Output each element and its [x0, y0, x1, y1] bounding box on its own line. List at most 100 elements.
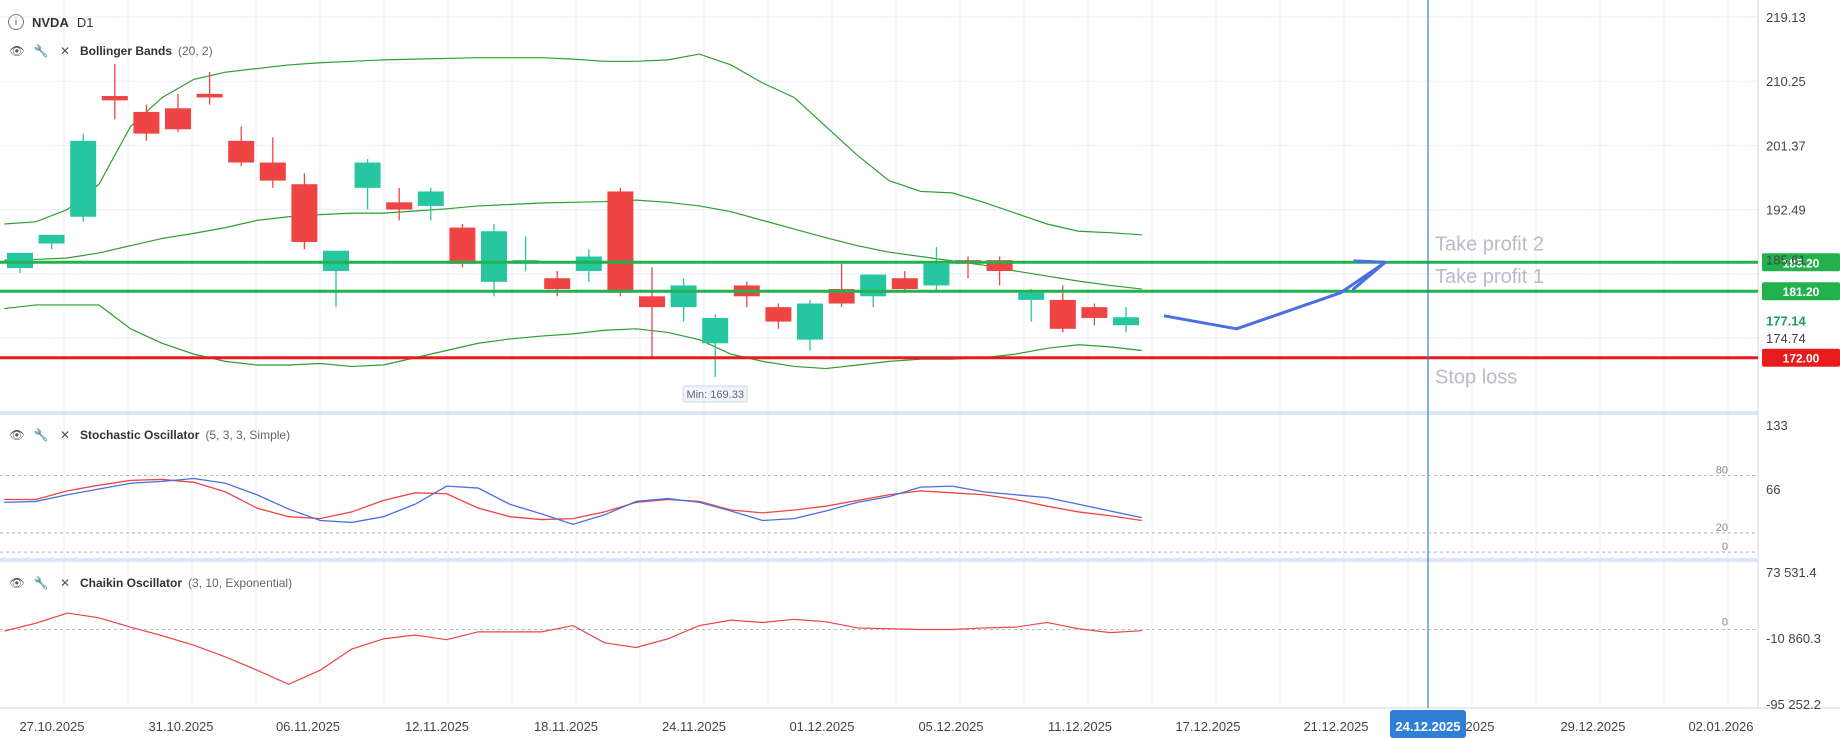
- candle-body: [986, 260, 1013, 271]
- candle-body: [891, 278, 918, 290]
- candle-body: [481, 231, 507, 282]
- take-profit-1-label: Take profit 1: [1435, 266, 1544, 288]
- time-axis-tick: 21.12.2025: [1303, 719, 1368, 734]
- time-axis-tick: 06.11.2025: [276, 719, 340, 734]
- bollinger-middle-line: [4, 199, 1142, 290]
- info-icon[interactable]: i: [8, 14, 24, 30]
- price-axis-tick: 192.49: [1766, 203, 1806, 218]
- time-axis-tick: 05.12.2025: [918, 719, 983, 734]
- close-icon[interactable]: ✕: [59, 44, 71, 58]
- timeframe-label[interactable]: D1: [76, 14, 94, 30]
- candle-body: [639, 296, 665, 308]
- time-cursor-label: 24.12.2025: [1395, 719, 1460, 734]
- price-axis-tick: 219.13: [1766, 10, 1806, 25]
- candle-body: [259, 162, 286, 181]
- stoch-k-line: [4, 477, 1142, 526]
- candle-body: [228, 140, 255, 163]
- candle-body: [670, 285, 697, 308]
- candle-body: [1113, 317, 1139, 326]
- candle-body: [354, 162, 381, 188]
- candle-body: [386, 202, 413, 210]
- stoch-axis-tick: 66: [1766, 482, 1780, 497]
- stoch-level-label: 20: [1716, 522, 1728, 534]
- indicator-name: Bollinger Bands: [80, 44, 173, 58]
- chaikin-axis-tick: -10 860.3: [1766, 631, 1821, 646]
- time-axis-tick: 12.11.2025: [405, 719, 469, 734]
- wrench-icon[interactable]: 🔧: [33, 576, 49, 590]
- close-icon[interactable]: ✕: [59, 576, 71, 590]
- time-axis-tick: 27.10.2025: [19, 719, 84, 734]
- candle-body: [544, 278, 571, 290]
- time-cursor-tag: [1390, 710, 1466, 738]
- indicator-name: Chaikin Oscillator: [80, 576, 183, 590]
- stoch-signal-line: [4, 478, 1142, 522]
- candle-body: [70, 140, 97, 217]
- take-profit-2-label: Take profit 2: [1435, 233, 1544, 255]
- chaikin-axis-tick: -95 252.2: [1766, 697, 1821, 712]
- level-price-tag: [1762, 253, 1840, 272]
- panel-separator: [0, 558, 1758, 562]
- time-axis-tick: 31.10.2025: [148, 719, 213, 734]
- price-axis-tick: 201.37: [1766, 138, 1806, 153]
- candle-body: [923, 263, 950, 286]
- close-icon[interactable]: ✕: [59, 428, 71, 442]
- candle-body: [702, 317, 729, 344]
- time-axis-tick: 17.12.2025: [1175, 719, 1240, 734]
- stochastic-legend: 👁 🔧 ✕ Stochastic Oscillator (5, 3, 3, Si…: [8, 426, 290, 444]
- stop-loss-label: Stop loss: [1435, 367, 1517, 389]
- stoch-level-label: 0: [1722, 541, 1728, 553]
- candle-body: [38, 234, 65, 244]
- time-axis-tick: 01.12.2025: [789, 719, 854, 734]
- candle-body: [196, 93, 223, 98]
- eye-icon[interactable]: 👁: [9, 428, 25, 442]
- candle-body: [1081, 307, 1108, 318]
- time-axis-tick: 24.11.2025: [662, 719, 726, 734]
- candle-body: [133, 111, 160, 134]
- candle-body: [449, 227, 476, 264]
- stoch-level-label: 80: [1716, 465, 1728, 477]
- level-price-tag: [1762, 282, 1840, 301]
- min-label-box: [682, 385, 748, 403]
- min-label: Min: 169.33: [686, 389, 743, 401]
- symbol-label: NVDA: [32, 14, 69, 30]
- wrench-icon[interactable]: 🔧: [33, 44, 49, 58]
- candle-body: [860, 274, 887, 297]
- candle-body: [1018, 292, 1045, 300]
- projection-arrow: [1163, 259, 1387, 331]
- candle-body: [417, 191, 444, 206]
- chaikin-line: [4, 612, 1142, 685]
- chaikin-zero-label: 0: [1722, 617, 1728, 629]
- candle-body: [7, 252, 33, 269]
- panel-separator: [0, 411, 1758, 415]
- candle-body: [765, 307, 792, 322]
- time-axis-tick: 2025: [1466, 719, 1495, 734]
- candle-body: [1049, 299, 1076, 329]
- last-price-label: 177.14: [1766, 314, 1807, 329]
- stoch-axis-tick: 133: [1766, 418, 1788, 433]
- level-price-label: 172.00: [1783, 352, 1820, 366]
- indicator-name: Stochastic Oscillator: [80, 428, 200, 442]
- level-price-label: 181.20: [1783, 285, 1820, 299]
- bollinger-legend: 👁 🔧 ✕ Bollinger Bands (20, 2): [8, 42, 213, 60]
- price-axis-tick: 174.74: [1766, 331, 1806, 346]
- chaikin-legend: 👁 🔧 ✕ Chaikin Oscillator (3, 10, Exponen…: [8, 574, 292, 592]
- time-axis-tick: 29.12.2025: [1560, 719, 1625, 734]
- level-price-tag: [1762, 348, 1840, 367]
- candle-body: [797, 303, 823, 340]
- ticker-header: i NVDA D1: [8, 14, 93, 30]
- time-axis-tick: 18.11.2025: [534, 719, 598, 734]
- indicator-params: (20, 2): [178, 44, 213, 58]
- time-axis-tick: 02.01.2026: [1688, 719, 1753, 734]
- time-axis-tick: 11.12.2025: [1048, 719, 1112, 734]
- eye-icon[interactable]: 👁: [9, 576, 25, 590]
- eye-icon[interactable]: 👁: [9, 44, 25, 58]
- bollinger-upper-line: [4, 53, 1142, 236]
- candle-body: [165, 108, 191, 130]
- price-axis-tick: 185.61: [1766, 252, 1806, 267]
- candle-body: [101, 96, 128, 101]
- candle-body: [607, 191, 634, 293]
- wrench-icon[interactable]: 🔧: [33, 428, 49, 442]
- price-axis-tick: 210.25: [1766, 74, 1806, 89]
- chaikin-axis-tick: 73 531.4: [1766, 565, 1817, 580]
